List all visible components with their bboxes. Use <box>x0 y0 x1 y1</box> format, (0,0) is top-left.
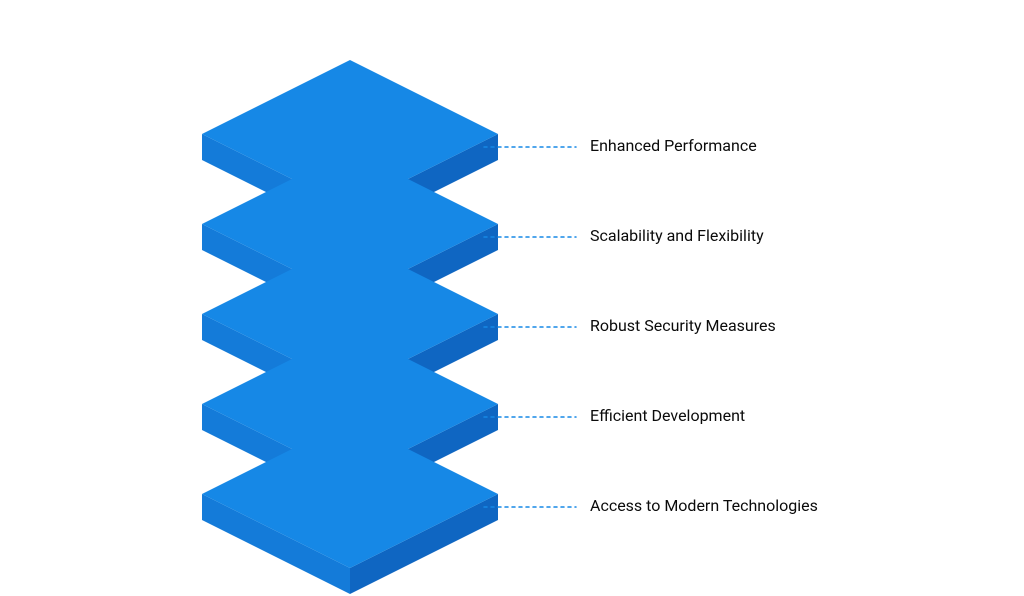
layer-label: Access to Modern Technologies <box>590 496 818 515</box>
layer-label: Robust Security Measures <box>590 316 776 335</box>
isometric-stack-diagram: Enhanced Performance Scalability and Flex… <box>0 0 1024 596</box>
layer-label: Enhanced Performance <box>590 136 757 155</box>
layer-label: Efficient Development <box>590 406 745 425</box>
layer-label: Scalability and Flexibility <box>590 226 764 245</box>
